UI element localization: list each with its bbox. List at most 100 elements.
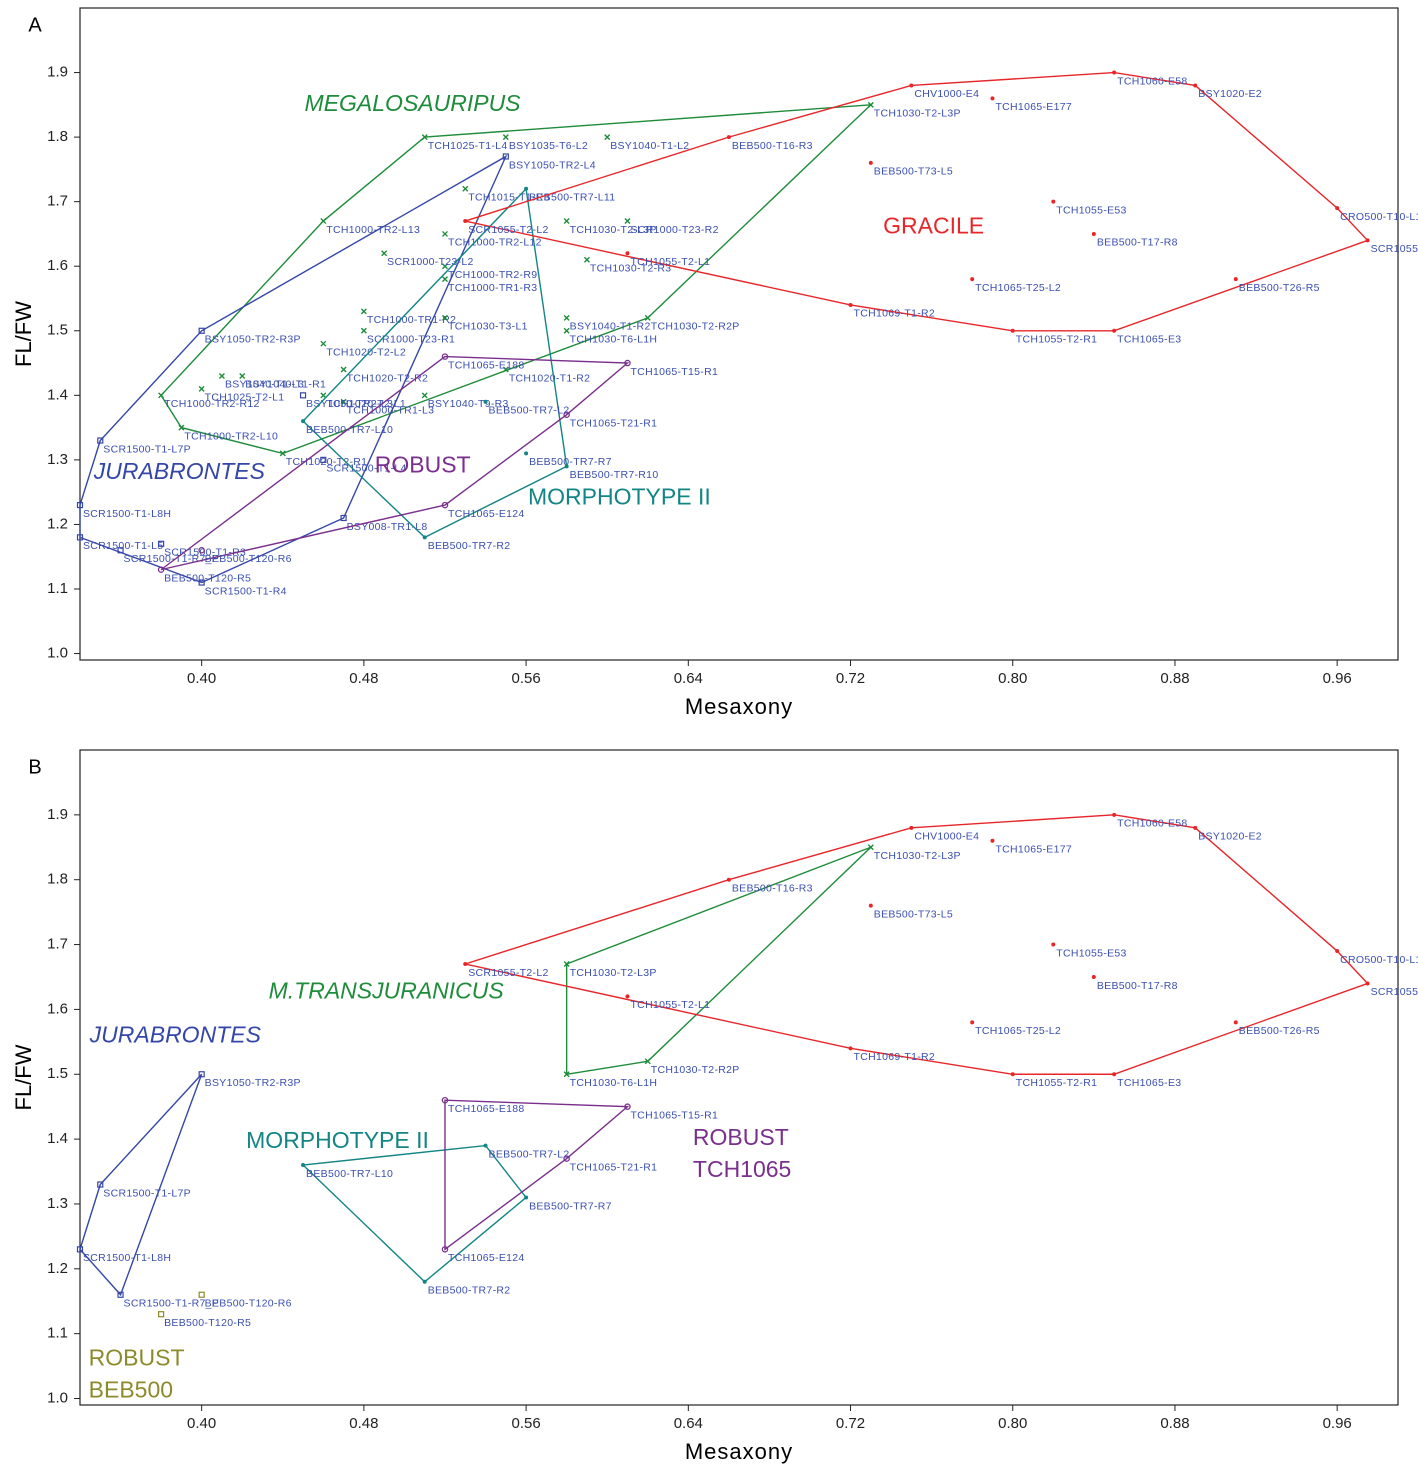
point-label: SCR1000-T23-L2 — [387, 256, 474, 268]
x-tick-label: 0.80 — [998, 1415, 1027, 1432]
point — [97, 1181, 104, 1188]
point — [583, 256, 590, 263]
point-label: TCH1055-E53 — [1056, 204, 1126, 216]
point — [1112, 1072, 1117, 1077]
point — [462, 185, 469, 192]
point — [970, 277, 975, 282]
panel-label: A — [28, 14, 42, 36]
point-label: SCR1055-T2-L2 — [468, 967, 548, 979]
point — [1051, 942, 1056, 947]
point — [1112, 70, 1117, 75]
point — [502, 366, 509, 373]
point-label: BSY1040-T1-R1 — [245, 379, 326, 391]
point-label: SCR1000-T23-R1 — [367, 334, 455, 346]
point-label: BSY1040-T9-R3 — [428, 398, 509, 410]
y-tick-label: 1.8 — [47, 871, 68, 888]
y-tick-label: 1.5 — [47, 322, 68, 339]
group-hull — [160, 103, 873, 455]
point — [441, 230, 448, 237]
point — [441, 314, 448, 321]
x-tick-label: 0.88 — [1160, 670, 1189, 687]
point-label: BEB500-T26-R5 — [1239, 1025, 1320, 1037]
point-label: BSY1020-E2 — [1198, 88, 1262, 100]
group-hull — [160, 355, 630, 571]
point — [158, 1311, 165, 1318]
point — [868, 160, 873, 165]
point-label: TCH1000-TR2-R12 — [164, 398, 260, 410]
x-axis-label: Mesaxony — [685, 1439, 793, 1464]
point — [340, 514, 347, 522]
y-axis-label: FL/FW — [11, 1044, 36, 1110]
point-label: SCR1500-T1-R4 — [205, 585, 287, 597]
x-tick-label: 0.64 — [674, 670, 703, 687]
point-label: BEB500-TR7-R7 — [529, 456, 612, 468]
y-tick-label: 1.1 — [47, 580, 68, 597]
point-label: SCR1500-T1-L5 — [83, 540, 163, 552]
point — [422, 1279, 427, 1284]
y-tick-label: 1.2 — [47, 515, 68, 532]
group-name: MEGALOSAURIPUS — [305, 90, 522, 116]
point — [239, 372, 246, 379]
group-name: M.TRANSJURANICUS — [269, 978, 505, 1004]
point-label: SCR1500-T1-L8H — [83, 1252, 171, 1264]
point — [301, 1163, 306, 1168]
point-label: TCH1069-T1-R2 — [854, 308, 936, 320]
point-label: TCH1030-T2-L3P — [570, 224, 657, 236]
group-name: ROBUST BEB500 — [89, 1345, 185, 1403]
point — [563, 314, 570, 321]
y-tick-label: 1.9 — [47, 806, 68, 823]
point — [158, 540, 165, 547]
point — [198, 579, 205, 586]
point-label: BEB500-TR7-L11 — [529, 192, 615, 204]
y-tick-label: 1.2 — [47, 1260, 68, 1277]
point-label: TCH1030-T2-R3 — [590, 263, 672, 275]
point-label: TCH1000-TR2-L12 — [448, 237, 542, 249]
point-label: TCH1030-T3-L1 — [448, 321, 528, 333]
panel: A Mesaxony FL/FW 0.40 0.48 0.56 0.64 0.72 0.80 0.… — [11, 7, 1418, 719]
y-tick-label: 1.3 — [47, 1195, 68, 1212]
point-label: BEB500-T17-R8 — [1097, 980, 1178, 992]
x-tick-label: 0.72 — [836, 670, 865, 687]
point — [117, 1291, 124, 1298]
point-label: TCH1030-T2-L3P — [874, 850, 961, 862]
point — [867, 844, 874, 851]
point — [320, 340, 327, 347]
point-label: BEB500-T73-L5 — [874, 166, 953, 178]
y-tick-label: 1.8 — [47, 128, 68, 145]
point — [97, 437, 104, 444]
point — [441, 263, 448, 270]
point-label: TCH1065-T25-L2 — [975, 282, 1061, 294]
point — [1112, 812, 1117, 817]
point — [1193, 83, 1198, 88]
point-label: TCH1025-T1-L4 — [428, 140, 508, 152]
point — [1010, 1072, 1015, 1077]
point — [909, 825, 914, 830]
point-label: SCR1500-T1-L8H — [83, 508, 171, 520]
point-label: TCH1065-T15-R1 — [630, 1109, 718, 1121]
point — [360, 327, 367, 334]
point-label: TCH1055-E53 — [1056, 947, 1126, 959]
x-tick-label: 0.88 — [1160, 1415, 1189, 1432]
point — [1365, 981, 1370, 986]
point — [76, 501, 84, 509]
point-label: TCH1000-TR2-R9 — [448, 269, 537, 281]
point-label: TCH1055-T2-R1 — [1016, 1077, 1098, 1089]
point — [421, 392, 428, 399]
point — [198, 1291, 205, 1298]
point-label: BSY1050-TR2-L4 — [509, 159, 596, 171]
point — [1233, 1020, 1238, 1025]
point-label: TCH1065-T21-R1 — [570, 417, 658, 429]
point-label: TCH1020-T2-L2 — [326, 346, 406, 358]
point — [301, 419, 306, 424]
point-label: BSY1040-T1-R2 — [570, 321, 651, 333]
point — [564, 464, 569, 469]
point-label: BSY1040-T1-L3 — [225, 379, 304, 391]
point-label: BSY1050-TR2-R3P — [205, 1077, 301, 1089]
point — [502, 153, 509, 160]
point-label: BEB500-TR7-R2 — [428, 540, 511, 552]
point-label: TCH1030-T6-L1H — [570, 334, 658, 346]
y-tick-label: 1.6 — [47, 1000, 68, 1017]
point-label: TCH1000-TR1-R3 — [448, 282, 537, 294]
point-label: TCH1065-E188 — [448, 359, 525, 371]
